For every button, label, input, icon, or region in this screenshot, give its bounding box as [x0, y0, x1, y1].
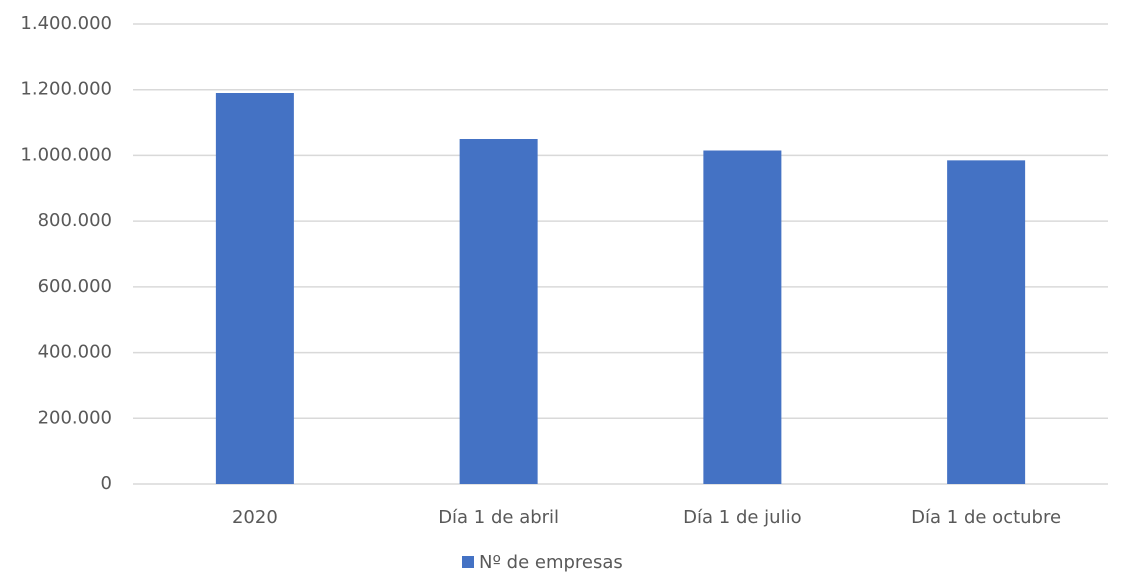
x-tick-label: Día 1 de julio: [683, 507, 801, 528]
y-tick-label: 800.000: [38, 210, 112, 231]
y-tick-label: 400.000: [38, 342, 112, 363]
bar: [215, 93, 294, 484]
bar: [947, 160, 1026, 484]
bar: [459, 139, 538, 484]
x-tick-label: 2020: [232, 507, 278, 528]
y-tick-label: 1.000.000: [20, 144, 112, 165]
x-tick-label: Día 1 de abril: [438, 507, 559, 528]
legend-label: Nº de empresas: [479, 552, 623, 573]
y-tick-label: 1.400.000: [20, 13, 112, 34]
y-tick-label: 1.200.000: [20, 79, 112, 100]
legend-swatch: [462, 556, 474, 568]
y-tick-label: 600.000: [38, 276, 112, 297]
y-tick-label: 200.000: [38, 407, 112, 428]
bar: [703, 150, 782, 484]
y-tick-label: 0: [101, 473, 112, 494]
x-tick-label: Día 1 de octubre: [911, 507, 1061, 528]
